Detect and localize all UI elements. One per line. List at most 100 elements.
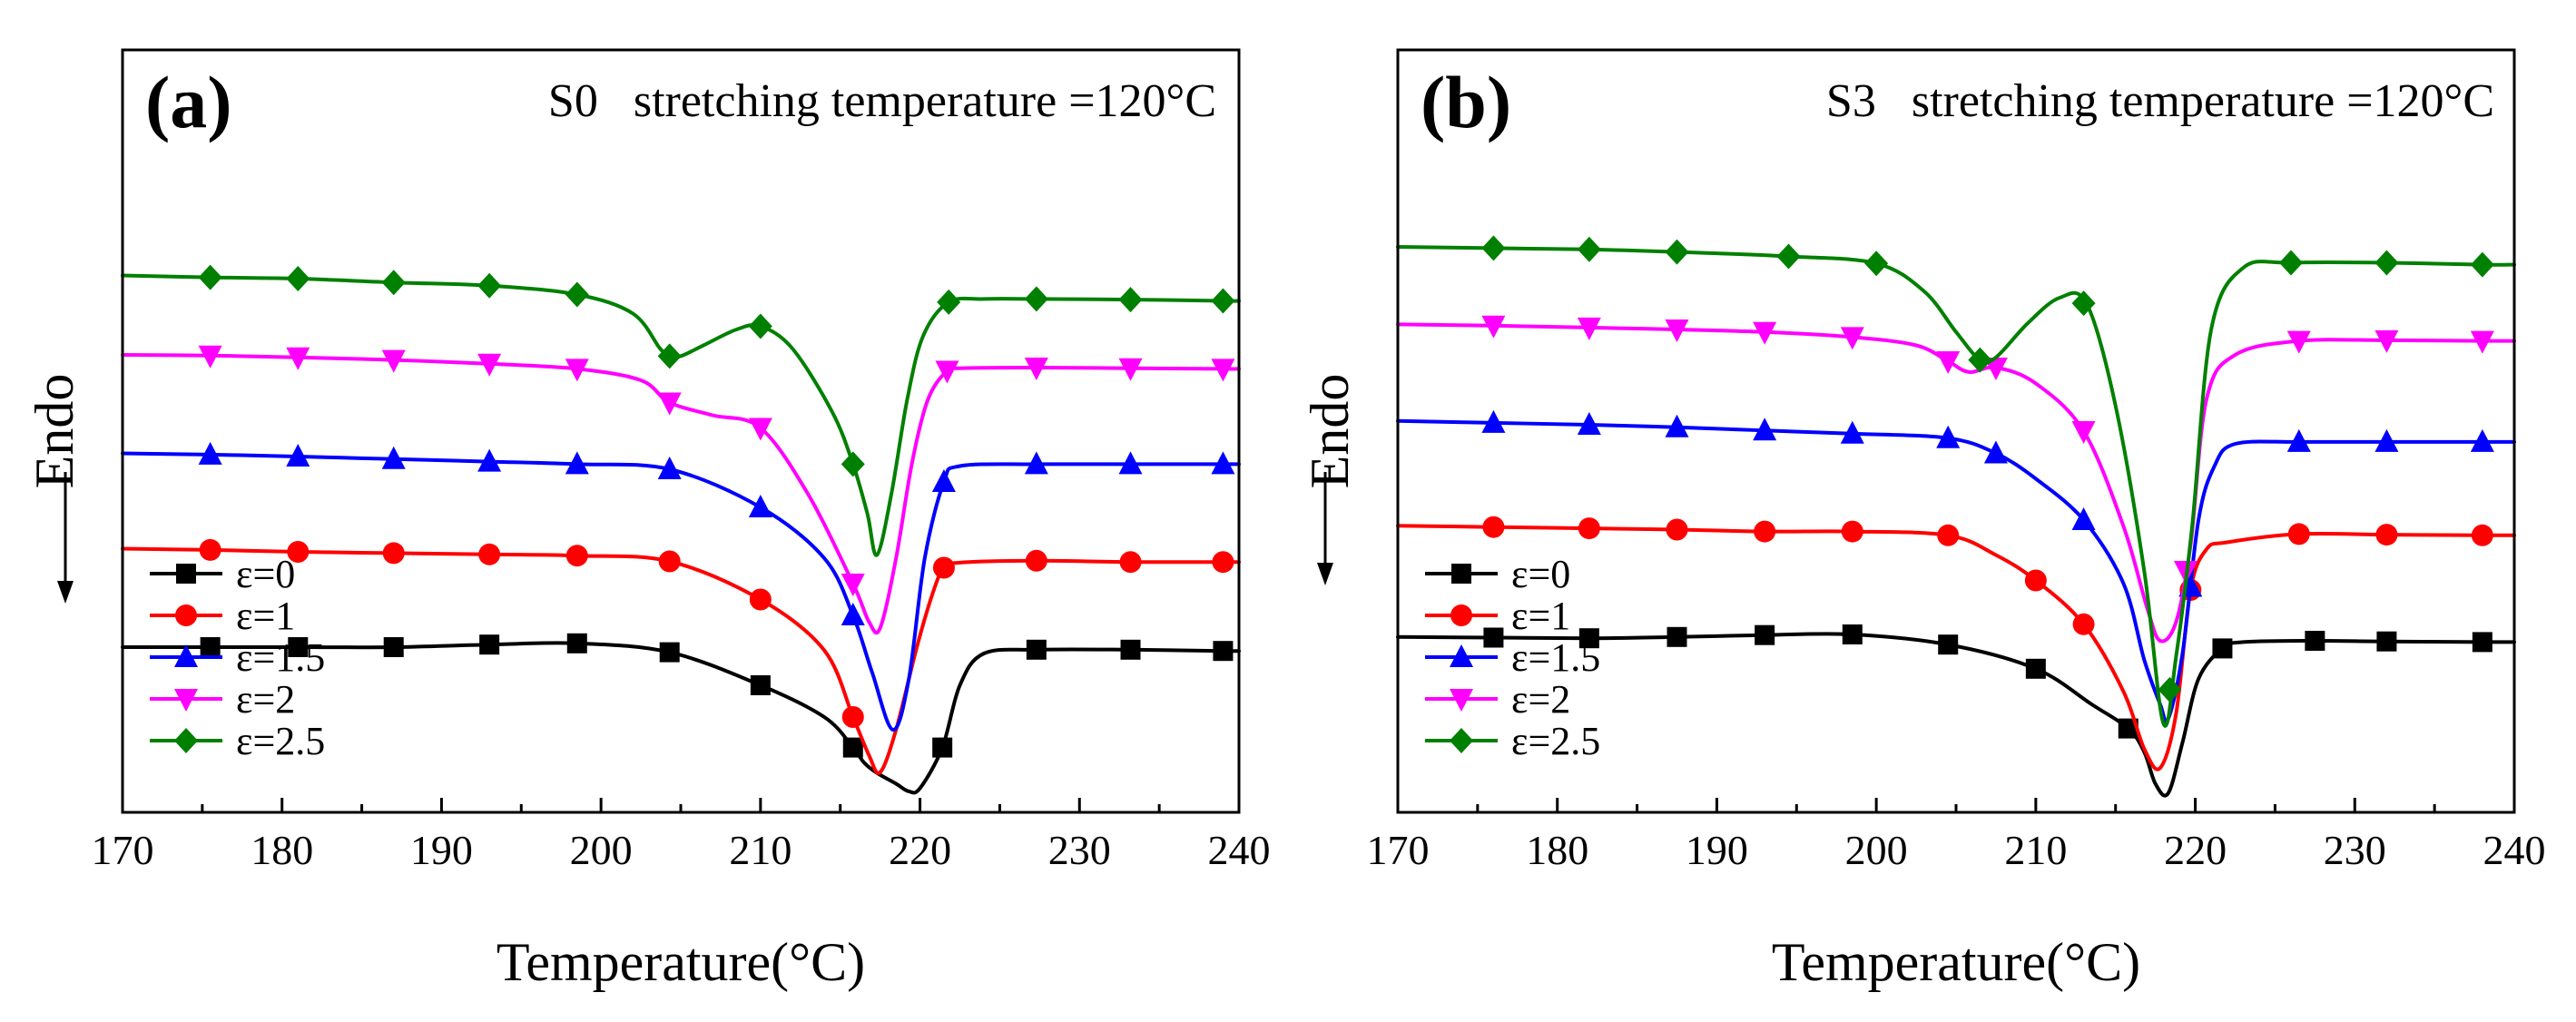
panel-b-series-4-marker-0 [1481, 235, 1506, 261]
panel-a-plot-area [123, 50, 1239, 812]
panel-b-tick-layer: 170 180 190 200 210 220 230 240 [1367, 798, 2546, 873]
panel-a-series-4-marker-6 [748, 313, 772, 339]
panel-b-series-1-marker-3 [1754, 520, 1776, 543]
panel-b-series-3-marker-4 [1840, 327, 1864, 350]
panel-b-series-0-marker-8 [2212, 638, 2233, 659]
panel-a-series-0-marker-9 [1026, 639, 1047, 660]
panel-a-series-4-marker-11 [1211, 288, 1235, 314]
panel-b-series-0-marker-2 [1667, 626, 1687, 647]
panel-b-series-0-marker-5 [1938, 634, 1959, 655]
panel-b-title: S3 stretching temperature =120°C [1826, 75, 2494, 127]
panel-a-x-tick-label-6: 230 [1048, 827, 1111, 873]
panel-a-series-2-marker-5 [657, 457, 682, 479]
panel-a-series-layer [121, 264, 1241, 795]
panel-a-x-tick-label-4: 210 [729, 827, 791, 873]
panel-a-series-2-marker-4 [565, 451, 589, 475]
panel-b-series-2-marker-9 [2286, 428, 2311, 452]
panel-a-series-2-marker-7 [841, 603, 865, 625]
panel-b-series-1-marker-0 [1482, 516, 1505, 538]
panel-b: (b) S3 stretching temperature =120°C 170… [1300, 48, 2546, 992]
panel-a-legend-label-4: ε=2.5 [236, 719, 325, 763]
panel-a-series-3-marker-4 [565, 359, 589, 382]
panel-a-series-4-marker-1 [286, 266, 310, 291]
panel-a-series-4-marker-2 [381, 270, 406, 296]
panel-a-endo-arrow-head [57, 581, 74, 604]
panel-b-series-2-marker-0 [1481, 409, 1506, 433]
panel-a-series-3-marker-5 [657, 392, 682, 416]
panel-b-x-tick-label-5: 220 [2164, 827, 2227, 873]
panel-a-series-0-marker-8 [932, 737, 953, 758]
panel-a: (a) S0 stretching temperature =120°C 170… [25, 48, 1271, 992]
panel-a-series-0-marker-10 [1120, 639, 1141, 660]
panel-b-series-3-marker-2 [1665, 319, 1689, 342]
panel-a-series-3-marker-8 [935, 360, 959, 384]
panel-b-y-axis-title: Endo [1300, 374, 1360, 489]
panel-b-legend-label-4: ε=2.5 [1511, 719, 1600, 763]
panel-a-title: S0 stretching temperature =120°C [548, 75, 1216, 127]
panel-a-series-0-marker-1 [288, 637, 309, 657]
panel-a-series-4-marker-8 [937, 289, 961, 315]
panel-a-series-line-4 [121, 273, 1241, 557]
panel-a-series-2-marker-11 [1211, 451, 1235, 475]
panel-a-legend-label-3: ε=2 [236, 677, 295, 722]
panel-b-x-tick-label-0: 170 [1367, 827, 1430, 873]
panel-b-series-2-marker-11 [2470, 428, 2494, 452]
panel-b-series-3-marker-0 [1481, 315, 1506, 339]
panel-a-series-3-marker-10 [1118, 358, 1143, 381]
panel-b-series-4-marker-4 [1864, 251, 1889, 277]
panel-b-series-4-marker-2 [1665, 239, 1689, 265]
panel-b-legend-label-3: ε=2 [1511, 677, 1570, 722]
panel-b-series-2-marker-7 [2071, 507, 2096, 530]
panel-a-series-0-marker-11 [1213, 641, 1234, 662]
panel-b-series-3-marker-5 [1936, 351, 1961, 374]
panel-b-x-tick-label-6: 230 [2324, 827, 2386, 873]
panel-b-series-2-marker-4 [1840, 420, 1864, 444]
panel-b-series-0-marker-6 [2025, 658, 2046, 679]
panel-a-series-0-marker-4 [566, 633, 587, 653]
panel-b-series-line-4 [1396, 245, 2516, 728]
panel-b-series-2-marker-3 [1753, 418, 1777, 441]
panel-a-legend-marker-3 [174, 689, 198, 712]
panel-a-series-3-marker-2 [381, 349, 406, 373]
panel-a-series-3-marker-0 [198, 345, 222, 369]
panel-b-series-0-marker-11 [2472, 632, 2492, 653]
panel-a-series-line-0 [121, 641, 1241, 795]
panel-b-legend-label-0: ε=0 [1511, 552, 1570, 596]
panel-b-series-1-marker-1 [1578, 517, 1600, 540]
panel-b-series-4-marker-3 [1776, 243, 1801, 270]
panel-a-series-3-marker-1 [286, 347, 310, 370]
panel-b-legend: ε=0ε=1ε=1.5ε=2ε=2.5 [1425, 552, 1600, 763]
panel-b-series-1-marker-9 [2287, 523, 2310, 545]
panel-a-y-axis-title: Endo [25, 374, 84, 489]
panel-a-series-0-marker-7 [842, 737, 863, 758]
panel-b-series-2-marker-2 [1665, 414, 1689, 437]
panel-b-series-3-marker-7 [2071, 421, 2096, 444]
panel-a-legend-marker-4 [174, 728, 198, 753]
panel-b-legend-marker-3 [1450, 689, 1473, 712]
panel-a-series-0-marker-0 [200, 637, 221, 657]
panel-a-series-1-marker-9 [1025, 549, 1047, 572]
panel-a-series-1-marker-6 [749, 588, 772, 611]
panel-b-series-3-marker-3 [1753, 321, 1777, 345]
panel-a-x-tick-label-5: 220 [889, 827, 951, 873]
panel-b-series-1-marker-7 [2072, 613, 2095, 635]
panel-b-label: (b) [1421, 61, 1511, 143]
panel-a-series-1-marker-10 [1119, 551, 1142, 574]
panel-a-series-2-marker-6 [748, 495, 772, 517]
panel-b-series-2-marker-5 [1936, 425, 1961, 448]
panel-a-series-1-marker-3 [478, 543, 501, 565]
panel-b-legend-label-1: ε=1 [1511, 594, 1570, 638]
panel-a-series-0-marker-2 [383, 637, 404, 657]
panel-a-legend-marker-1 [175, 604, 197, 626]
panel-b-series-layer [1396, 235, 2516, 798]
panel-b-series-4-marker-6 [2071, 290, 2096, 317]
panel-a-series-3-marker-11 [1211, 359, 1235, 382]
panel-a-x-tick-label-2: 190 [410, 827, 473, 873]
panel-a-x-tick-label-0: 170 [92, 827, 154, 873]
panel-b-series-3-marker-11 [2470, 330, 2494, 354]
panel-b-series-4-marker-9 [2374, 250, 2399, 276]
panel-b-series-1-marker-6 [2024, 569, 2047, 592]
panel-a-legend-label-2: ε=1.5 [236, 635, 325, 680]
